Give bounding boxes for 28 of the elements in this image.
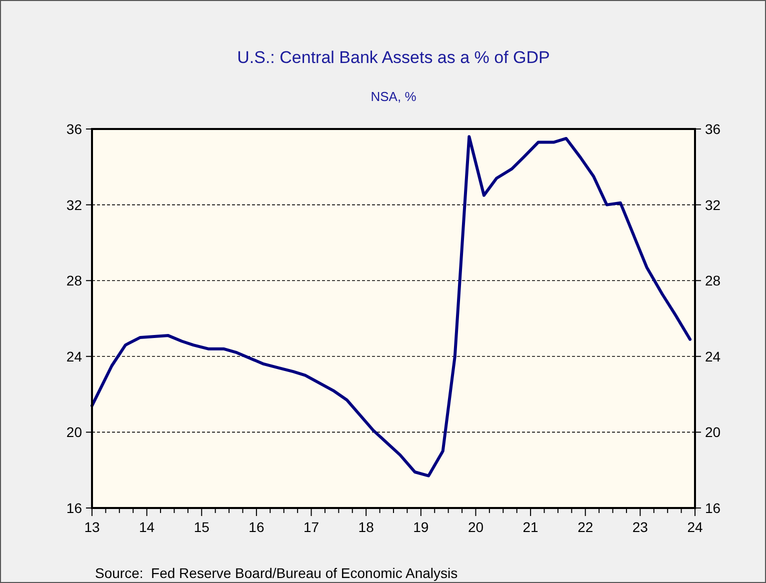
y2-tick-label: 16 — [705, 500, 721, 516]
x-tick-label: 20 — [468, 519, 484, 535]
x-tick-label: 19 — [413, 519, 429, 535]
y2-tick-label: 20 — [705, 424, 721, 440]
x-tick-label: 23 — [632, 519, 648, 535]
y-tick-label: 36 — [66, 121, 82, 137]
x-tick-label: 24 — [687, 519, 703, 535]
y2-tick-label: 32 — [705, 196, 721, 213]
x-tick-label: 13 — [84, 519, 100, 535]
chart-title: U.S.: Central Bank Assets as a % of GDP — [237, 48, 550, 67]
chart-subtitle: NSA, % — [370, 89, 417, 104]
x-tick-label: 18 — [358, 519, 374, 535]
y-tick-label: 28 — [66, 272, 82, 289]
x-tick-label: 22 — [578, 519, 594, 535]
y2-tick-label: 28 — [705, 272, 721, 289]
x-tick-label: 16 — [248, 519, 264, 535]
y-tick-label: 24 — [66, 348, 82, 364]
y2-tick-label: 36 — [705, 121, 721, 137]
y2-tick-label: 24 — [705, 348, 721, 364]
x-tick-label: 17 — [303, 519, 320, 535]
x-tick-label: 15 — [194, 519, 210, 535]
source-note: Source: Fed Reserve Board/Bureau of Economic Analysis — [95, 565, 458, 581]
y-tick-label: 20 — [66, 424, 82, 440]
line-series — [90, 135, 692, 478]
y-tick-label: 32 — [66, 196, 82, 213]
y-tick-label: 16 — [66, 500, 82, 516]
x-tick-label: 21 — [522, 519, 539, 535]
x-tick-label: 14 — [139, 519, 155, 535]
